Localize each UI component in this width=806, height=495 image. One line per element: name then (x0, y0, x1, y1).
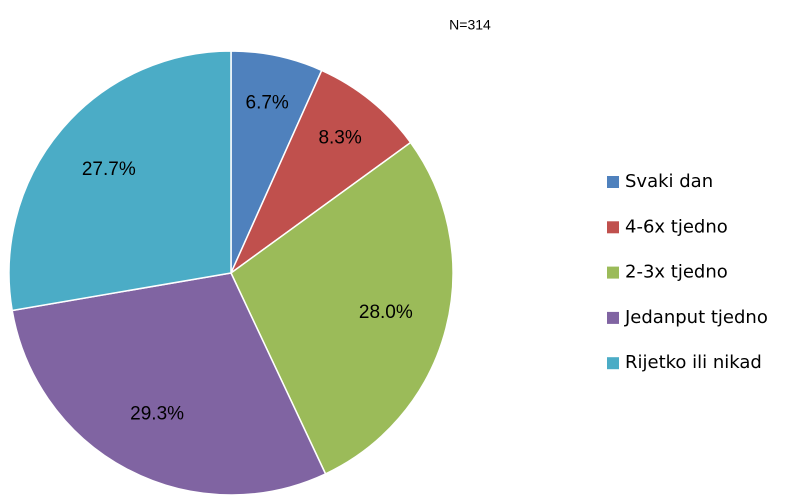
data-label: 28.0% (359, 302, 413, 323)
legend-label: 4-6x tjedno (625, 216, 728, 237)
data-label: 8.3% (318, 128, 361, 149)
data-label: 27.7% (82, 159, 136, 180)
subtitle: N=314 (449, 17, 491, 33)
pie-slice (8, 50, 232, 312)
pie-slice (229, 69, 412, 276)
legend-swatch (607, 221, 619, 234)
data-label: 6.7% (246, 93, 289, 114)
pie-slice (230, 141, 454, 475)
data-label: 29.3% (130, 404, 184, 425)
legend-label: 2-3x tjedno (625, 262, 728, 283)
legend-label: Jedanput tjedno (624, 307, 768, 328)
legend-swatch (607, 357, 619, 370)
legend-swatch (607, 176, 619, 188)
legend-label: Rijetko ili nikad (625, 352, 762, 373)
legend-swatch (607, 266, 619, 279)
legend-label: Svaki dan (625, 171, 713, 192)
legend-swatch (607, 311, 619, 324)
pie-slice (11, 272, 327, 495)
